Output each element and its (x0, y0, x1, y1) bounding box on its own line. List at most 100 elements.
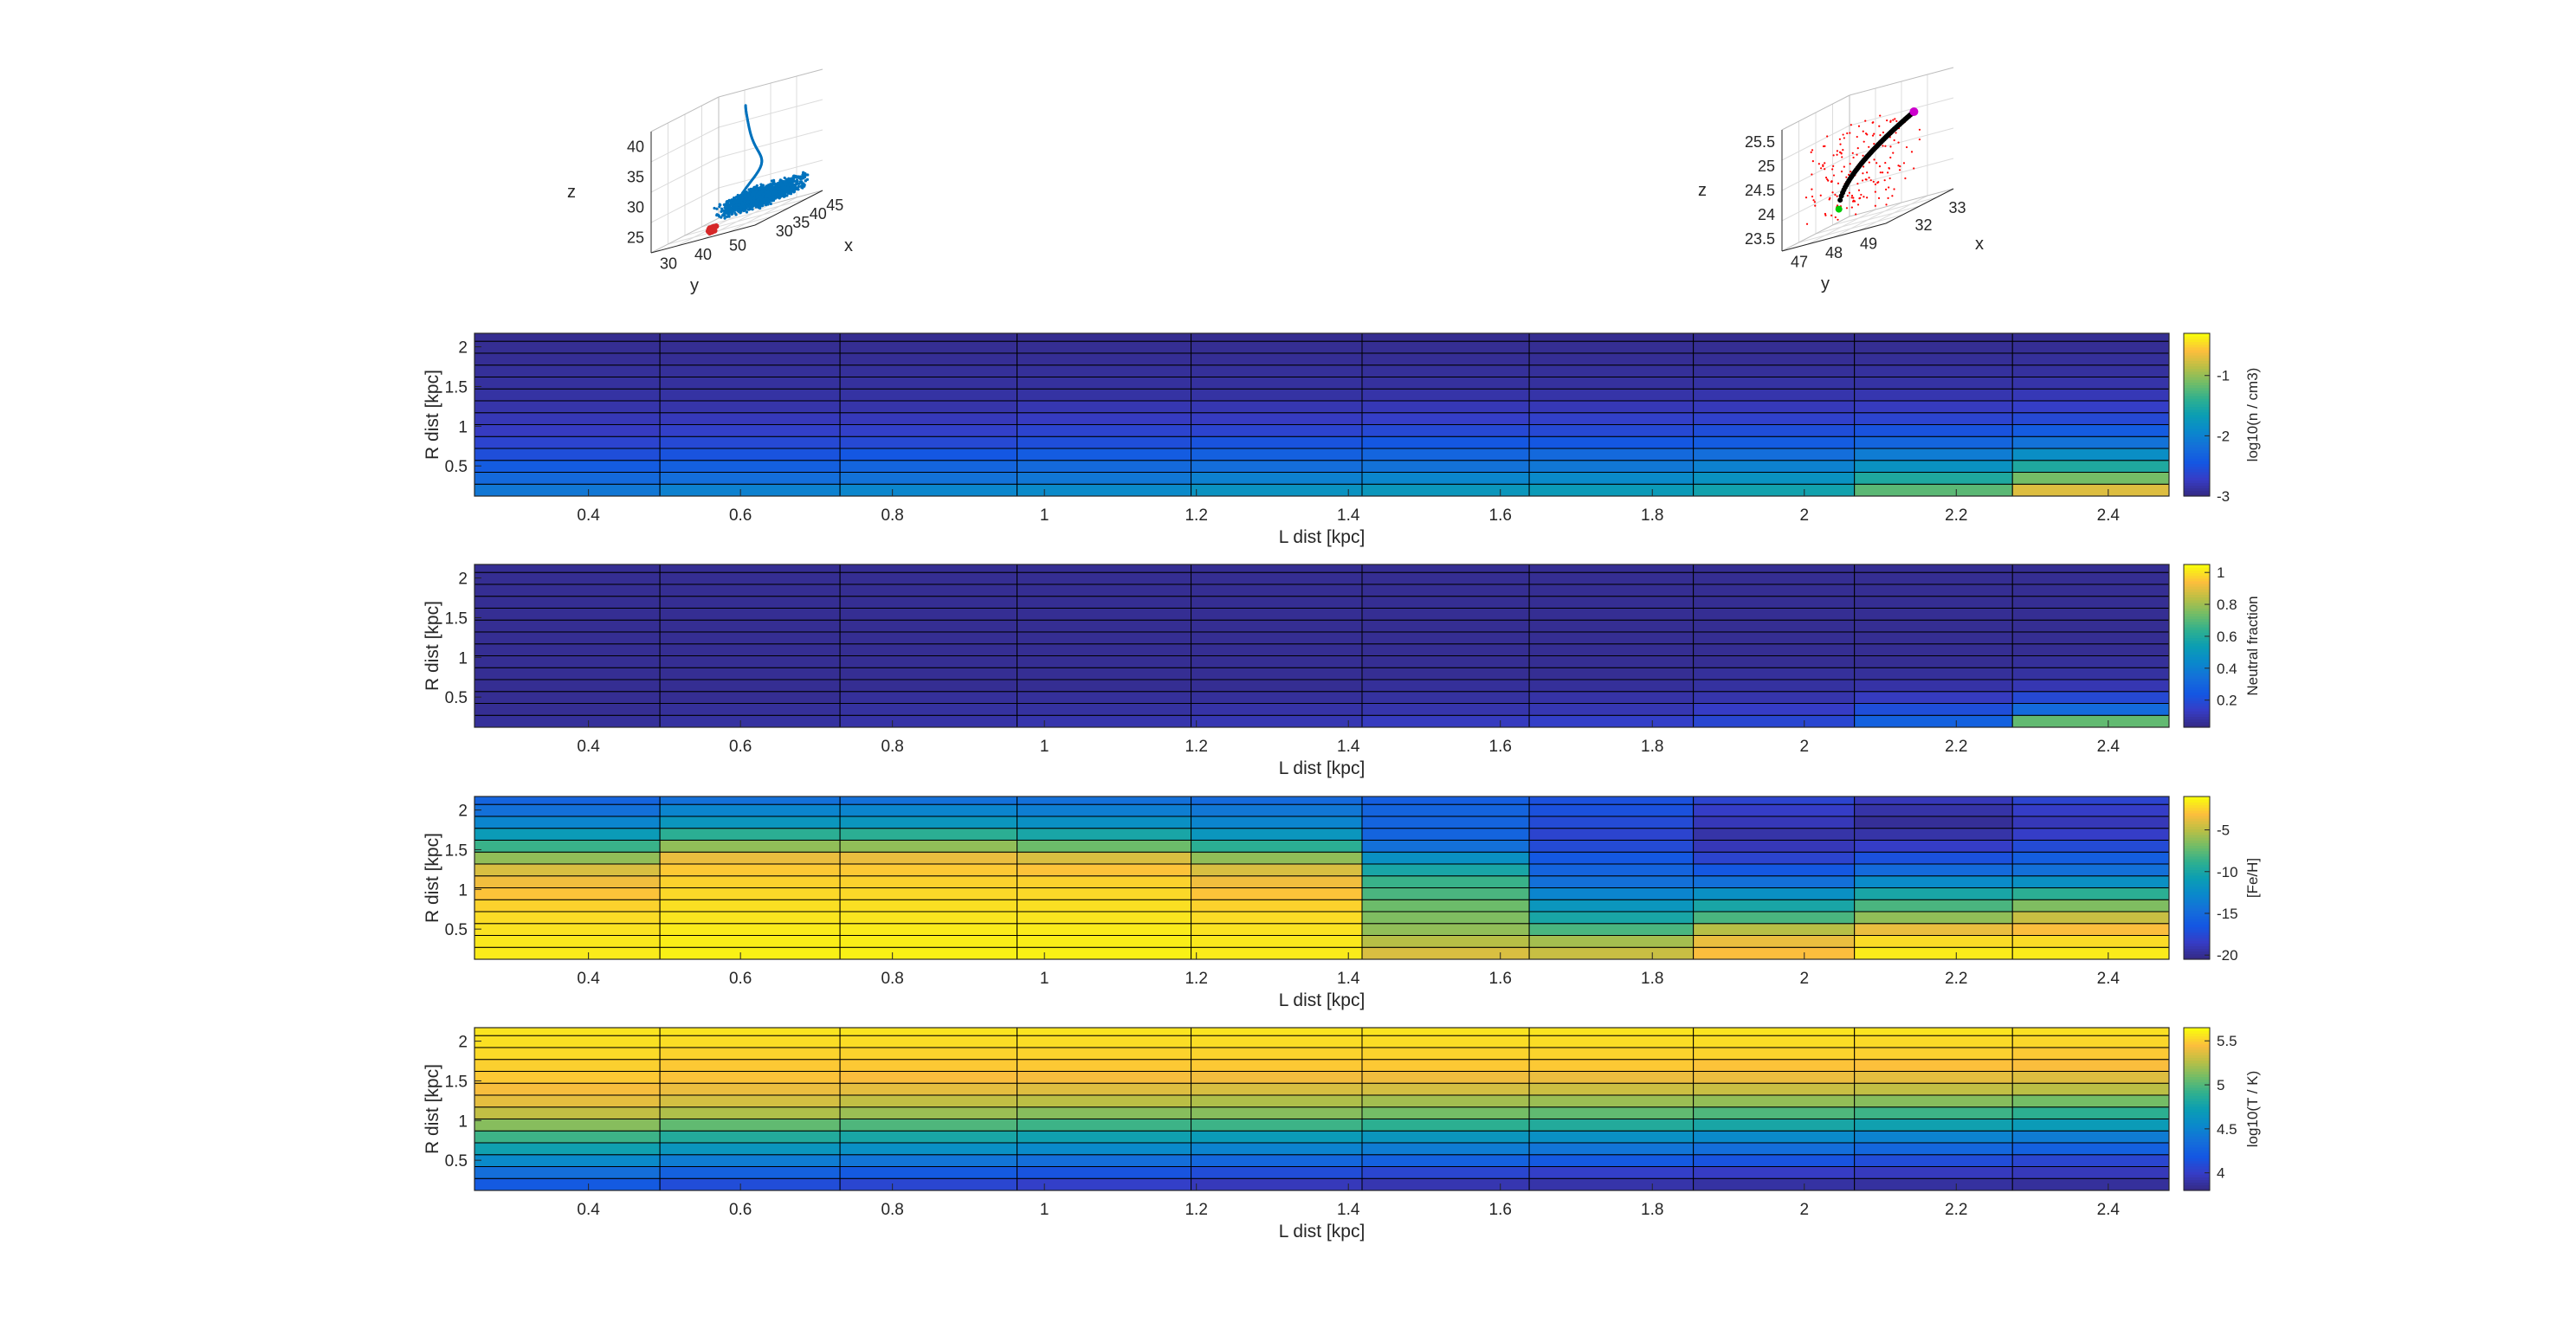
colorbar-segment (2184, 642, 2210, 647)
x-tick-label: 1.2 (1185, 738, 1207, 756)
y-tick-label: 2 (458, 1034, 468, 1052)
y-tick-label: 2 (458, 803, 468, 821)
colorbar-segment (2184, 837, 2210, 841)
x-tick-label: 0.4 (577, 970, 600, 988)
scatter-point (1888, 166, 1890, 170)
colorbar-segment (2184, 694, 2210, 699)
colorbar-segment (2184, 716, 2210, 720)
heatmap-cell (659, 679, 841, 693)
heatmap-cell (474, 435, 661, 449)
heatmap-cell (1693, 448, 1856, 461)
y-tick-label: 1.5 (445, 378, 468, 397)
heatmap-cell (474, 1070, 661, 1084)
heatmap-cell (1017, 376, 1192, 390)
colorbar-segment (2184, 1160, 2210, 1164)
colorbar-segment (2184, 1041, 2210, 1045)
x-axis-label: x (844, 236, 853, 255)
heatmap-cell (659, 412, 841, 425)
heatmap-cell (1693, 679, 1856, 693)
heatmap-cell (659, 1118, 841, 1132)
heatmap-cell (1017, 607, 1192, 621)
z-tick-label: 25.5 (1745, 133, 1775, 151)
heatmap-cell (1017, 1154, 1192, 1167)
heatmap-cell (1693, 1059, 1856, 1072)
heatmap-cell (2011, 584, 2170, 597)
orbit-point (726, 213, 731, 216)
heatmap-cell (1017, 1047, 1192, 1061)
heatmap-cell (1191, 714, 1363, 728)
colorbar-segment (2184, 823, 2210, 828)
colorbar-segment (2184, 661, 2210, 666)
colorbar-segment (2184, 859, 2210, 862)
grid-line (650, 126, 720, 163)
box-edge (650, 217, 720, 254)
scatter-point (1904, 177, 1907, 180)
orbit-point (762, 199, 765, 203)
scatter-point (1850, 124, 1852, 126)
colorbar-segment (2184, 708, 2210, 712)
orbit-point (774, 184, 778, 187)
heatmap-cell (1017, 631, 1192, 645)
colorbar-segment (2184, 874, 2210, 879)
heatmap-cell (1191, 423, 1363, 437)
y-tick-label: 2 (458, 339, 468, 358)
heatmap-cell (1528, 1154, 1695, 1167)
x-tick-label: 0.8 (881, 506, 903, 525)
heatmap-cell (1361, 839, 1530, 853)
orbit-point (748, 197, 752, 200)
heatmap-cell (839, 946, 1018, 960)
colorbar-tick-label: -1 (2217, 368, 2230, 384)
heatmap-cell (474, 679, 661, 693)
heatmap-cell (1361, 564, 1530, 573)
colorbar-segment (2184, 466, 2210, 470)
colorbar-segment (2184, 341, 2210, 345)
scatter-point (1874, 204, 1876, 207)
colorbar-segment (2184, 924, 2210, 927)
scatter-point (1841, 156, 1843, 158)
scatter-point (1868, 145, 1870, 148)
colorbar-segment (2184, 1133, 2210, 1137)
scatter-point (1837, 182, 1840, 184)
colorbar-segment (2184, 651, 2210, 655)
heatmap-cell (2011, 1047, 2170, 1061)
heatmap-cell (2011, 364, 2170, 377)
heatmap-cell (839, 471, 1018, 485)
y-tick-label: 1 (458, 418, 468, 436)
heatmap-cell (2011, 1059, 2170, 1072)
orbit-point (733, 196, 736, 200)
heatmap-cell (1854, 352, 2013, 366)
scatter-point (1819, 194, 1822, 197)
scatter-point (1811, 195, 1814, 198)
colorbar-segment (2184, 943, 2210, 946)
x-tick-label: 1.6 (1489, 970, 1512, 988)
heatmap-cell (1361, 483, 1530, 497)
heatmap-cell (1361, 667, 1530, 680)
heatmap-cell (1361, 1177, 1530, 1191)
heatmap-cell (1361, 460, 1530, 473)
scatter-point (1831, 191, 1834, 194)
colorbar-segment (2184, 433, 2210, 437)
heatmap-cell (1191, 607, 1363, 621)
heatmap-cell (839, 607, 1018, 621)
heatmap-cell (659, 863, 841, 877)
orbit-point (731, 210, 734, 214)
scatter-point (1889, 156, 1892, 159)
box-edge (1849, 188, 1954, 217)
heatmap-cell (1017, 483, 1192, 497)
colorbar-segment (2184, 929, 2210, 933)
colorbar-segment (2184, 597, 2210, 601)
x-axis-line (1885, 188, 1954, 224)
x-tick-label: 2.4 (2097, 970, 2121, 988)
heatmap-cell (1361, 1142, 1530, 1156)
heatmap-cell (1017, 851, 1192, 865)
heatmap-cell (1361, 352, 1530, 366)
heatmap-cell (839, 691, 1018, 704)
heatmap-cell (1854, 340, 2013, 354)
x-tick-label: 1.8 (1641, 738, 1663, 756)
colorbar-segment (2184, 1122, 2210, 1126)
heatmap-cell (1191, 1142, 1363, 1156)
orbit-point (746, 201, 750, 204)
colorbar-segment (2184, 1068, 2210, 1072)
heatmap-cell (2011, 839, 2170, 853)
